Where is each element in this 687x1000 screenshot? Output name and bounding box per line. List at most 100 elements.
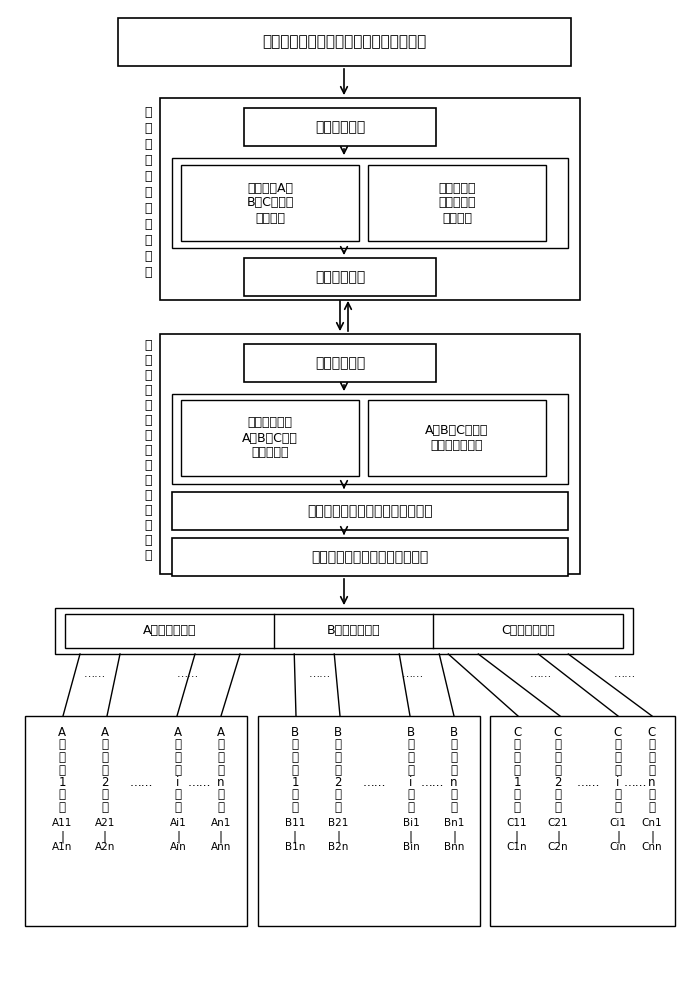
- Text: n: n: [217, 776, 225, 789]
- Text: 元: 元: [144, 234, 152, 247]
- Text: C2n: C2n: [548, 842, 568, 852]
- Text: Cin: Cin: [609, 842, 627, 852]
- Text: |: |: [650, 830, 654, 844]
- Text: 主: 主: [144, 369, 152, 382]
- Text: ……: ……: [84, 669, 106, 679]
- Text: 相: 相: [407, 738, 414, 752]
- Text: 枝: 枝: [144, 444, 152, 457]
- Text: A2n: A2n: [95, 842, 115, 852]
- Text: 户: 户: [451, 801, 458, 814]
- Text: 配变低压A、
B、C相负荷
监测单元: 配变低压A、 B、C相负荷 监测单元: [247, 182, 293, 225]
- Text: 压: 压: [144, 354, 152, 367]
- Text: 线: 线: [407, 764, 414, 776]
- Text: |: |: [219, 830, 223, 844]
- Text: 低压主干线路
A、B、C相负
荷监测单元: 低压主干线路 A、B、C相负 荷监测单元: [242, 416, 298, 460]
- Text: A: A: [58, 726, 66, 739]
- Text: ……: ……: [530, 669, 552, 679]
- Text: 支: 支: [58, 751, 65, 764]
- Text: |: |: [336, 830, 340, 844]
- Text: 户: 户: [335, 801, 341, 814]
- Text: 户: 户: [614, 801, 622, 814]
- Bar: [160, 334, 580, 574]
- Bar: [172, 538, 568, 576]
- Text: 相: 相: [291, 738, 298, 752]
- Bar: [244, 108, 436, 146]
- Text: 配变低压负
荷不平衡度
监测单元: 配变低压负 荷不平衡度 监测单元: [438, 182, 476, 225]
- Text: 线: 线: [144, 399, 152, 412]
- Text: 户: 户: [218, 801, 225, 814]
- Text: 线: 线: [102, 764, 109, 776]
- Bar: [55, 608, 633, 654]
- Text: 分: 分: [144, 414, 152, 427]
- Text: 用: 用: [451, 788, 458, 802]
- Text: 相: 相: [649, 738, 655, 752]
- Text: ……: ……: [420, 776, 444, 789]
- Text: i: i: [409, 776, 413, 789]
- Text: 线: 线: [554, 764, 561, 776]
- Text: A: A: [174, 726, 182, 739]
- Bar: [172, 492, 568, 530]
- Text: B1n: B1n: [285, 842, 305, 852]
- Text: B: B: [291, 726, 299, 739]
- Text: 配: 配: [144, 106, 152, 119]
- Bar: [25, 716, 247, 926]
- Text: |: |: [176, 830, 180, 844]
- Text: B相支线端子排: B相支线端子排: [327, 624, 381, 638]
- Text: Ann: Ann: [211, 842, 232, 852]
- Text: |: |: [103, 830, 107, 844]
- Bar: [172, 158, 568, 248]
- Text: 户: 户: [554, 801, 561, 814]
- Text: B: B: [407, 726, 415, 739]
- Text: 变: 变: [144, 122, 152, 135]
- Text: A: A: [101, 726, 109, 739]
- Text: 线: 线: [291, 764, 298, 776]
- Text: 1: 1: [513, 776, 521, 789]
- Text: 相: 相: [554, 738, 561, 752]
- Text: 户: 户: [58, 801, 65, 814]
- Text: ……: ……: [363, 776, 386, 789]
- Bar: [258, 716, 480, 926]
- Text: 配: 配: [144, 474, 152, 487]
- Text: Bin: Bin: [403, 842, 419, 852]
- Text: 压: 压: [144, 154, 152, 167]
- Text: 置: 置: [144, 489, 152, 502]
- Bar: [172, 394, 568, 484]
- Text: 干: 干: [144, 384, 152, 397]
- Text: A1n: A1n: [52, 842, 72, 852]
- Text: 下行通信单元: 下行通信单元: [315, 270, 365, 284]
- Text: 元: 元: [144, 519, 152, 532]
- Text: 用: 用: [335, 788, 341, 802]
- Bar: [490, 716, 675, 926]
- Text: |: |: [452, 830, 456, 844]
- Text: 支: 支: [614, 751, 622, 764]
- Bar: [118, 18, 571, 66]
- Text: 支: 支: [335, 751, 341, 764]
- Text: B: B: [450, 726, 458, 739]
- Text: B: B: [334, 726, 342, 739]
- Text: 用: 用: [554, 788, 561, 802]
- Text: ……: ……: [177, 669, 199, 679]
- Text: C21: C21: [548, 818, 568, 828]
- Text: ……: ……: [576, 776, 600, 789]
- Text: ……: ……: [130, 776, 153, 789]
- Text: 上行通信单元: 上行通信单元: [315, 120, 365, 134]
- Text: 线: 线: [513, 764, 521, 776]
- Text: 户: 户: [174, 801, 181, 814]
- Text: 低: 低: [144, 339, 152, 352]
- Text: 2: 2: [101, 776, 109, 789]
- Text: C: C: [648, 726, 656, 739]
- Text: Bn1: Bn1: [444, 818, 464, 828]
- Bar: [160, 98, 580, 300]
- Text: 1: 1: [291, 776, 299, 789]
- Text: 线: 线: [174, 764, 181, 776]
- Text: 支: 支: [174, 751, 181, 764]
- Text: An1: An1: [211, 818, 232, 828]
- Text: ……: ……: [188, 776, 211, 789]
- Text: 支: 支: [407, 751, 414, 764]
- Text: n: n: [450, 776, 458, 789]
- Text: A11: A11: [52, 818, 72, 828]
- Text: A相支线端子排: A相支线端子排: [143, 624, 196, 638]
- Bar: [181, 400, 359, 476]
- Text: 户: 户: [407, 801, 414, 814]
- Text: 用: 用: [218, 788, 225, 802]
